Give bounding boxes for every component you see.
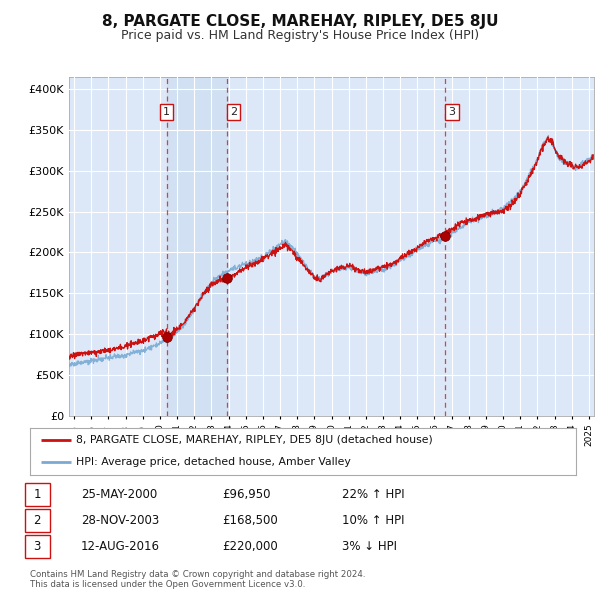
Text: HPI: Average price, detached house, Amber Valley: HPI: Average price, detached house, Ambe…	[76, 457, 351, 467]
Text: This data is licensed under the Open Government Licence v3.0.: This data is licensed under the Open Gov…	[30, 579, 305, 589]
Text: 8, PARGATE CLOSE, MAREHAY, RIPLEY, DE5 8JU: 8, PARGATE CLOSE, MAREHAY, RIPLEY, DE5 8…	[102, 14, 498, 30]
Text: 2: 2	[34, 514, 41, 527]
Text: 3% ↓ HPI: 3% ↓ HPI	[342, 540, 397, 553]
Text: 1: 1	[163, 107, 170, 117]
Text: 2: 2	[230, 107, 237, 117]
Text: 3: 3	[448, 107, 455, 117]
Text: 10% ↑ HPI: 10% ↑ HPI	[342, 514, 404, 527]
Text: 12-AUG-2016: 12-AUG-2016	[81, 540, 160, 553]
Text: £220,000: £220,000	[222, 540, 278, 553]
Text: 28-NOV-2003: 28-NOV-2003	[81, 514, 159, 527]
Text: 3: 3	[34, 540, 41, 553]
Text: Contains HM Land Registry data © Crown copyright and database right 2024.: Contains HM Land Registry data © Crown c…	[30, 570, 365, 579]
Text: £168,500: £168,500	[222, 514, 278, 527]
Text: 25-MAY-2000: 25-MAY-2000	[81, 488, 157, 501]
Text: Price paid vs. HM Land Registry's House Price Index (HPI): Price paid vs. HM Land Registry's House …	[121, 29, 479, 42]
Text: 8, PARGATE CLOSE, MAREHAY, RIPLEY, DE5 8JU (detached house): 8, PARGATE CLOSE, MAREHAY, RIPLEY, DE5 8…	[76, 435, 433, 445]
Text: 22% ↑ HPI: 22% ↑ HPI	[342, 488, 404, 501]
Text: 1: 1	[34, 488, 41, 501]
Text: £96,950: £96,950	[222, 488, 271, 501]
